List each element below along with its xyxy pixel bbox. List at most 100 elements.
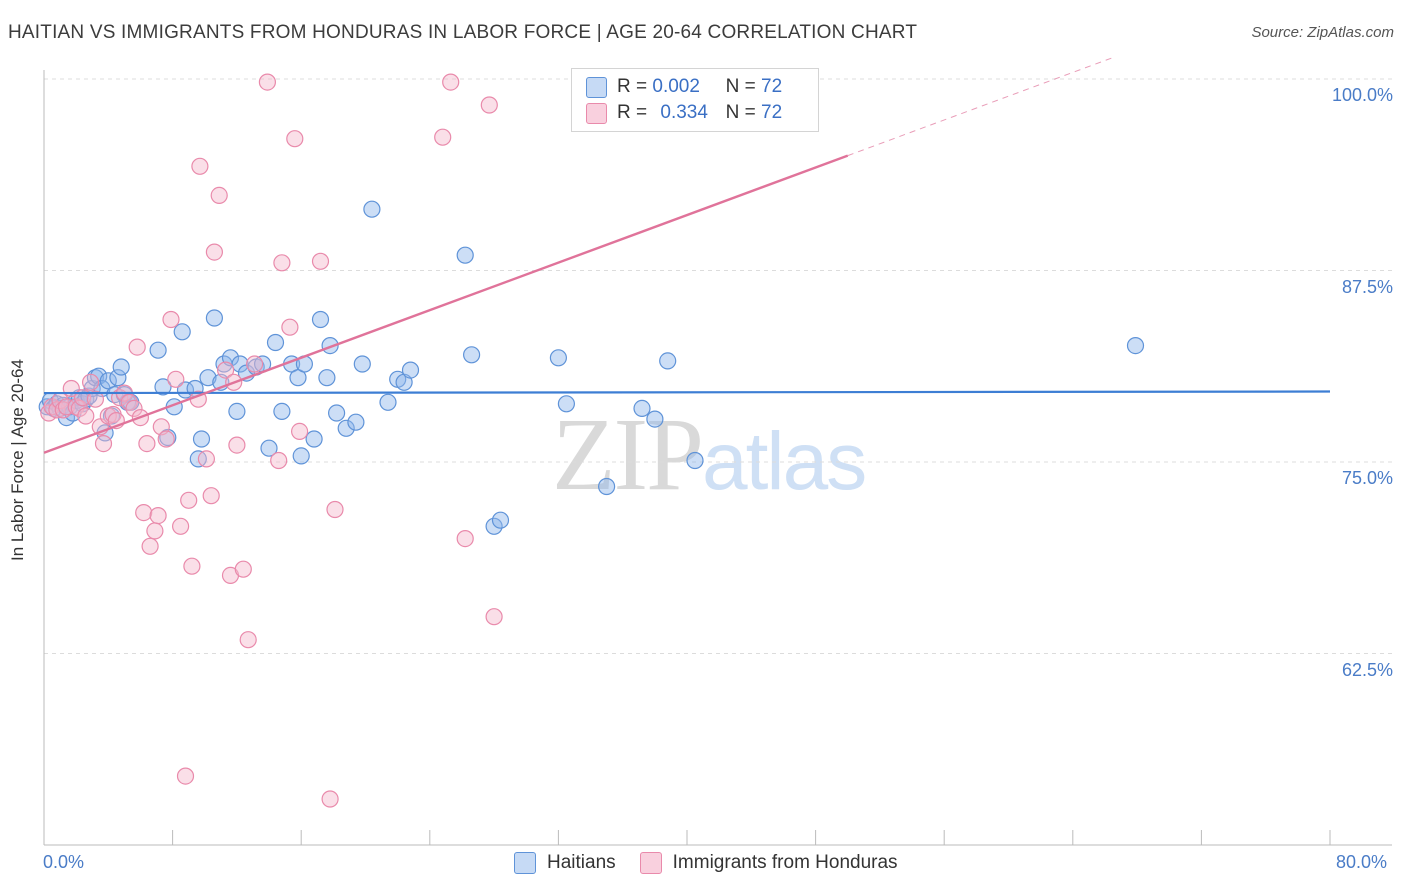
- haitians-point: [597, 477, 616, 496]
- honduras-point: [202, 487, 220, 505]
- haitians-point: [154, 378, 172, 396]
- honduras-point: [149, 506, 167, 525]
- haitians-point: [99, 372, 117, 390]
- haitians-n-value: 72: [761, 76, 783, 97]
- honduras-point: [183, 557, 201, 575]
- x-tick-label-min: 0.0%: [43, 852, 85, 872]
- legend-item-haitians[interactable]: Haitians: [514, 852, 616, 874]
- haitians-point: [1126, 337, 1145, 355]
- honduras-point: [48, 401, 66, 419]
- haitians-point: [260, 439, 278, 457]
- haitians-point: [347, 413, 365, 431]
- honduras-r-value: 0.334: [660, 102, 708, 123]
- honduras-point: [311, 252, 330, 270]
- stats-row-honduras: R = 0.334 N = 72: [586, 100, 782, 126]
- legend-label-haitians: Haitians: [547, 852, 616, 873]
- haitians-point: [463, 346, 481, 364]
- n-label: N =: [720, 102, 762, 123]
- haitians-point: [192, 430, 211, 448]
- honduras-trend-line-extension: [847, 57, 1114, 157]
- chart-title: HAITIAN VS IMMIGRANTS FROM HONDURAS IN L…: [8, 22, 918, 43]
- legend-item-honduras[interactable]: Immigrants from Honduras: [639, 852, 898, 874]
- haitians-point: [231, 355, 249, 373]
- legend-swatch-haitians: [514, 852, 536, 874]
- honduras-point: [234, 560, 252, 578]
- y-tick-label: 62.5%: [1341, 659, 1393, 680]
- honduras-point: [205, 243, 223, 261]
- haitians-point: [491, 511, 510, 529]
- honduras-point: [81, 373, 100, 391]
- honduras-point: [138, 435, 156, 453]
- honduras-point: [270, 451, 288, 470]
- honduras-point: [246, 355, 264, 373]
- haitians-trend-line: [43, 390, 1331, 395]
- watermark-zip: ZIP: [552, 397, 704, 512]
- y-tick-label: 87.5%: [1341, 276, 1393, 297]
- haitians-point: [337, 419, 355, 437]
- haitians-swatch: [586, 76, 607, 98]
- honduras-point: [157, 430, 175, 448]
- honduras-point: [191, 157, 209, 175]
- honduras-point: [228, 436, 246, 454]
- honduras-point: [273, 254, 291, 272]
- honduras-point: [456, 529, 474, 548]
- honduras-point: [442, 73, 460, 91]
- honduras-point: [146, 522, 164, 540]
- honduras-point: [197, 450, 215, 468]
- haitians-point: [633, 399, 651, 417]
- honduras-swatch: [586, 102, 607, 124]
- honduras-point: [135, 503, 153, 522]
- haitians-point: [292, 447, 310, 465]
- haitians-point: [456, 246, 474, 264]
- r-label: R =: [617, 76, 653, 97]
- haitians-point: [173, 323, 191, 341]
- chart-source: Source: ZipAtlas.com: [1251, 24, 1394, 41]
- y-tick-label: 100.0%: [1331, 85, 1393, 105]
- honduras-point: [94, 435, 113, 453]
- haitians-point: [659, 352, 677, 370]
- haitians-point: [109, 369, 127, 387]
- honduras-point: [77, 407, 95, 425]
- trend-layer: [43, 57, 1331, 454]
- haitians-point: [328, 404, 346, 422]
- stats-row-haitians: R = 0.002 N = 72: [586, 74, 782, 100]
- haitians-point: [646, 410, 664, 428]
- honduras-point: [480, 96, 498, 114]
- honduras-point: [210, 186, 228, 204]
- haitians-point: [305, 430, 323, 448]
- honduras-n-value: 72: [761, 102, 783, 123]
- honduras-point: [291, 422, 309, 440]
- honduras-point: [239, 631, 257, 649]
- haitians-point: [485, 517, 503, 535]
- honduras-point: [86, 390, 105, 408]
- haitians-point: [266, 333, 285, 352]
- haitians-point: [363, 200, 381, 218]
- honduras-trend-line: [43, 154, 849, 454]
- honduras-point: [180, 491, 198, 509]
- honduras-point: [125, 399, 143, 417]
- honduras-point: [258, 73, 276, 91]
- x-tick-label-max: 80.0%: [1336, 852, 1388, 872]
- haitians-point: [273, 402, 291, 420]
- honduras-point: [281, 318, 299, 336]
- honduras-point: [141, 537, 159, 555]
- haitians-point: [353, 355, 371, 373]
- stats-legend: R = 0.002 N = 72 R = 0.334 N = 72: [571, 68, 819, 132]
- y-tick-label: 75.0%: [1341, 468, 1393, 488]
- honduras-point: [57, 398, 76, 416]
- honduras-point: [485, 608, 503, 626]
- honduras-point: [321, 790, 339, 808]
- honduras-point: [286, 130, 304, 148]
- haitians-point: [199, 369, 217, 387]
- honduras-point: [176, 767, 195, 785]
- haitians-point: [205, 309, 223, 327]
- honduras-point: [172, 517, 190, 535]
- haitians-point: [318, 369, 336, 387]
- honduras-point: [128, 338, 146, 356]
- legend-label-honduras: Immigrants from Honduras: [672, 852, 898, 873]
- haitians-point: [401, 361, 420, 379]
- honduras-point: [167, 370, 185, 388]
- haitians-point: [228, 402, 246, 420]
- points-layer: [38, 73, 1145, 808]
